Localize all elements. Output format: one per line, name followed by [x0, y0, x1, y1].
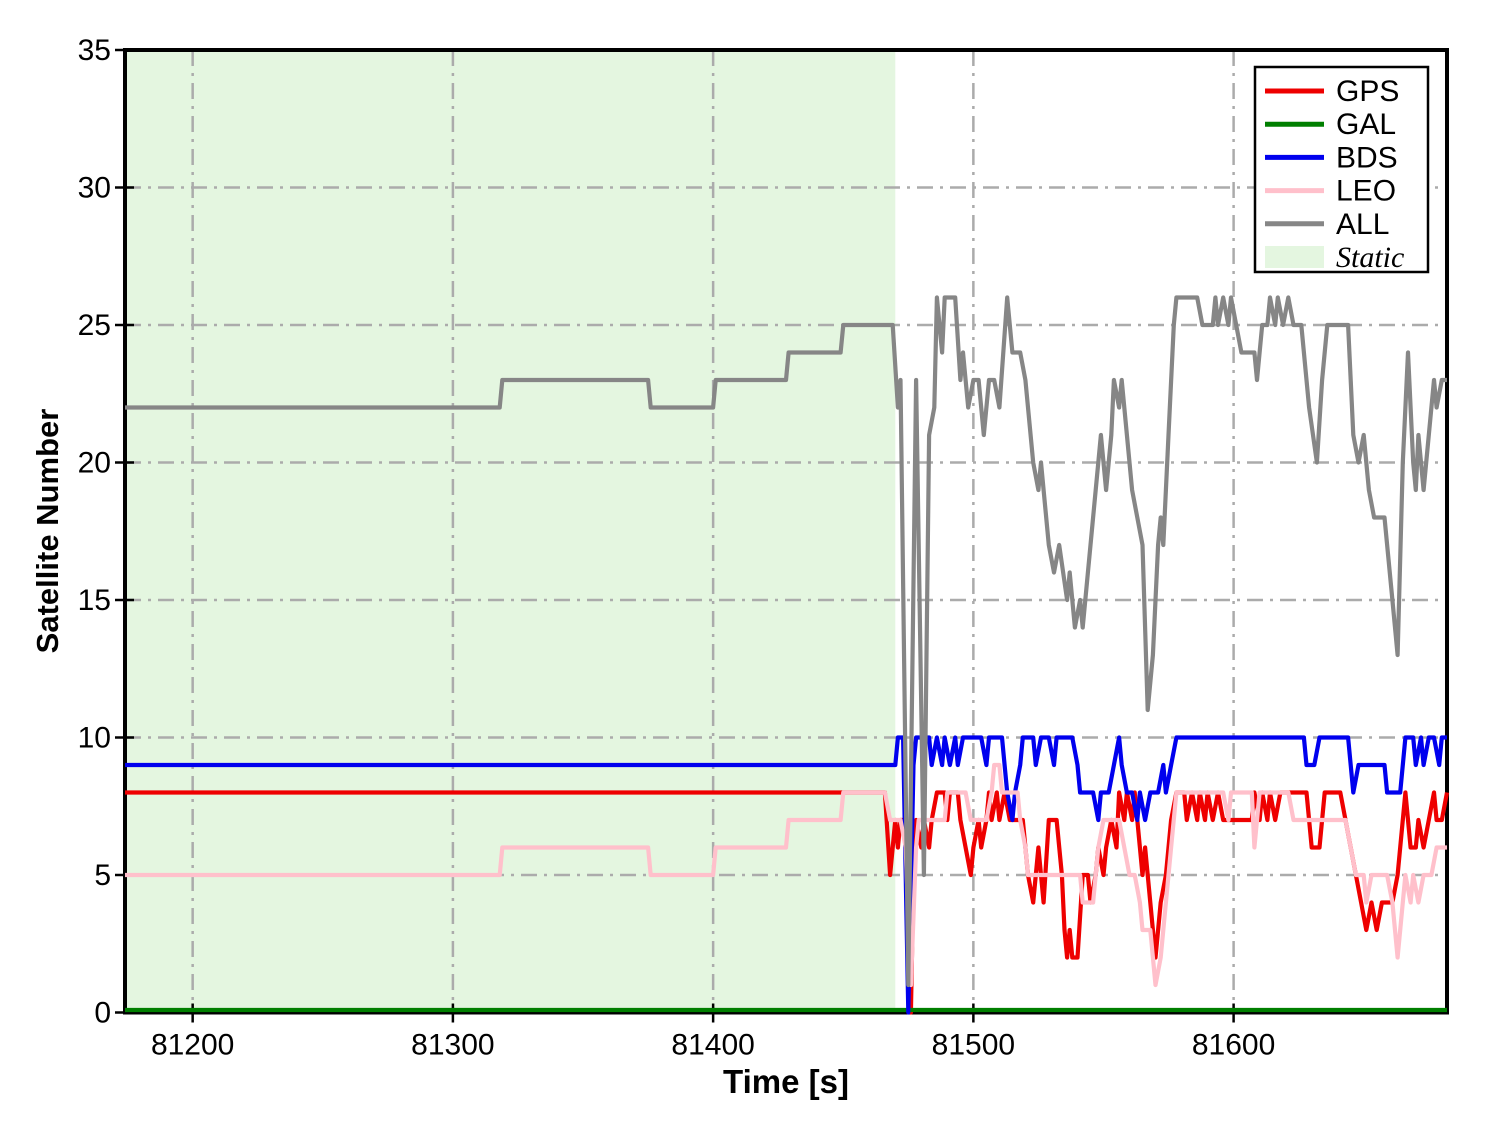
- series-bds: [125, 735, 1447, 1015]
- legend-label-gps: GPS: [1336, 75, 1399, 108]
- x-axis-label: Time [s]: [723, 1063, 849, 1100]
- x-tick-label: 81300: [411, 1029, 494, 1062]
- y-axis-label: Satellite Number: [30, 409, 65, 654]
- series-all: [125, 295, 1447, 988]
- legend-swatch-static: [1265, 246, 1324, 268]
- y-tick-label: 25: [78, 309, 111, 342]
- y-tick-label: 0: [94, 997, 111, 1030]
- y-tick-label: 15: [78, 584, 111, 617]
- static-region-fill: [125, 50, 896, 1013]
- tick-labels: 81200 81300 81400 81500 81600 0 5 10 15 20 25 30 35: [78, 34, 1276, 1062]
- plot-box: [123, 48, 1449, 1015]
- legend-label-static: Static: [1336, 241, 1404, 274]
- legend-label-all: ALL: [1336, 208, 1389, 241]
- series-leo: [125, 762, 1447, 988]
- x-tick-label: 81400: [671, 1029, 754, 1062]
- y-tick-label: 30: [78, 172, 111, 205]
- x-tick-label: 81600: [1192, 1029, 1275, 1062]
- legend-label-gal: GAL: [1336, 108, 1396, 141]
- y-tick-label: 5: [94, 859, 111, 892]
- legend-box: [1253, 65, 1430, 274]
- y-tick-label: 35: [78, 34, 111, 67]
- series-lines: [125, 295, 1450, 1015]
- legend-label-bds: BDS: [1336, 141, 1398, 174]
- axes-spines: [123, 48, 1449, 1015]
- y-tick-label: 10: [78, 722, 111, 755]
- legend-label-leo: LEO: [1336, 175, 1396, 208]
- x-tick-label: 81200: [151, 1029, 234, 1062]
- y-tick-label: 20: [78, 447, 111, 480]
- x-tick-label: 81500: [932, 1029, 1015, 1062]
- static-span-rect: [125, 50, 896, 1013]
